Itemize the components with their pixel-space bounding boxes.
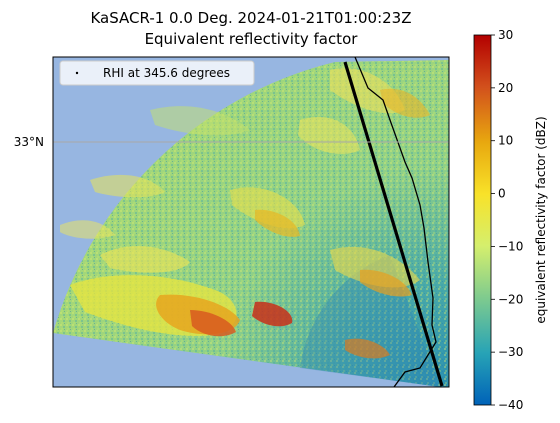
rhi-line [343, 61, 444, 387]
legend: RHI at 345.6 degrees [59, 60, 255, 86]
coastline [354, 57, 437, 387]
colorbar-ticks: 30 20 10 0 −10 −20 −30 −40 [491, 28, 523, 412]
colorbar-tick-label: −40 [498, 398, 523, 412]
colorbar-tick-label: −30 [498, 345, 523, 359]
latitude-label: 33°N [14, 135, 44, 149]
colorbar-label: equivalent reflectivity factor (dBZ) [534, 116, 548, 323]
colorbar-gradient [473, 34, 492, 406]
colorbar-tick-label: 30 [498, 28, 513, 42]
colorbar-tick-label: 0 [498, 187, 506, 201]
legend-label: RHI at 345.6 degrees [103, 66, 230, 80]
legend-marker [75, 71, 79, 75]
plot-subtitle: Equivalent reflectivity factor [144, 30, 358, 48]
colorbar-tick-label: 20 [498, 81, 513, 95]
colorbar-tick-label: −20 [498, 292, 523, 306]
colorbar: 30 20 10 0 −10 −20 −30 −40 equivalent reflectiv… [473, 28, 548, 412]
colorbar-tick-label: 10 [498, 134, 513, 148]
reflectivity-cells [60, 68, 430, 359]
map-frame [52, 56, 450, 388]
plot-title: KaSACR-1 0.0 Deg. 2024-01-21T01:00:23Z [90, 9, 412, 27]
colorbar-tick-label: −10 [498, 239, 523, 253]
